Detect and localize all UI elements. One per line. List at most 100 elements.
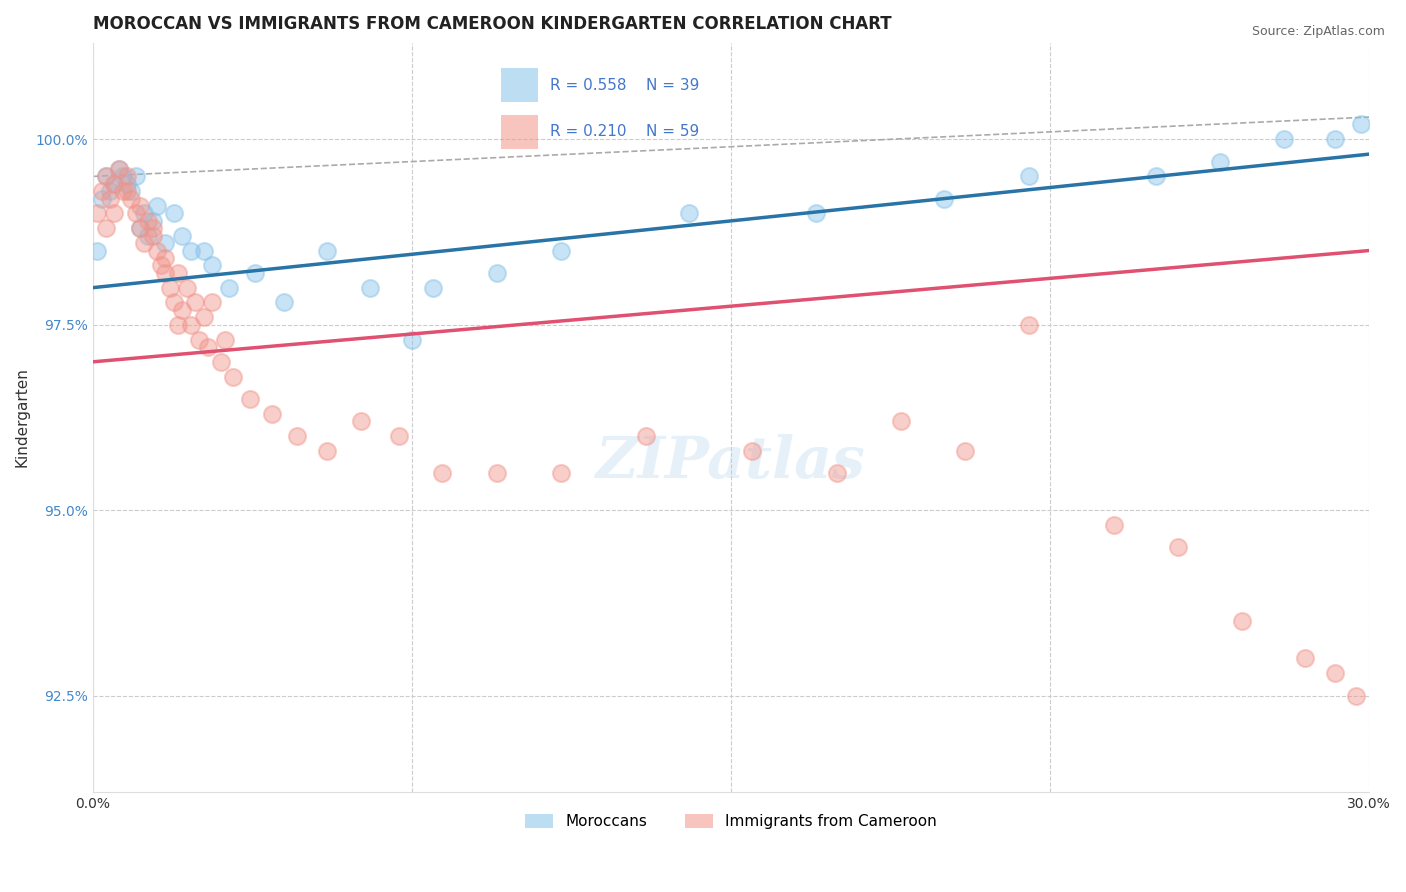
Point	[163, 206, 186, 220]
Point	[827, 466, 849, 480]
Point	[180, 318, 202, 332]
Point	[634, 429, 657, 443]
Point	[1018, 318, 1040, 332]
Point	[132, 206, 155, 220]
Point	[150, 259, 173, 273]
Point	[142, 214, 165, 228]
Point	[1350, 118, 1372, 132]
Point	[1324, 132, 1347, 146]
Point	[124, 206, 146, 220]
Point	[107, 161, 129, 176]
Text: Source: ZipAtlas.com: Source: ZipAtlas.com	[1251, 25, 1385, 38]
Point	[1209, 154, 1232, 169]
Point	[98, 192, 121, 206]
Point	[932, 192, 955, 206]
Point	[422, 280, 444, 294]
Point	[167, 318, 190, 332]
Point	[128, 221, 150, 235]
Point	[86, 206, 108, 220]
Point	[197, 340, 219, 354]
Point	[132, 236, 155, 251]
Point	[155, 251, 177, 265]
Point	[111, 169, 134, 184]
Point	[486, 266, 509, 280]
Point	[218, 280, 240, 294]
Point	[273, 295, 295, 310]
Point	[1167, 540, 1189, 554]
Point	[209, 355, 232, 369]
Point	[1102, 518, 1125, 533]
Point	[103, 206, 125, 220]
Point	[550, 466, 572, 480]
Text: MOROCCAN VS IMMIGRANTS FROM CAMEROON KINDERGARTEN CORRELATION CHART: MOROCCAN VS IMMIGRANTS FROM CAMEROON KIN…	[93, 15, 891, 33]
Point	[1146, 169, 1168, 184]
Point	[146, 244, 169, 258]
Point	[316, 244, 339, 258]
Point	[193, 244, 215, 258]
Point	[486, 466, 509, 480]
Point	[260, 407, 283, 421]
Point	[1272, 132, 1295, 146]
Point	[1324, 666, 1347, 681]
Point	[176, 280, 198, 294]
Point	[90, 184, 112, 198]
Point	[172, 228, 194, 243]
Point	[430, 466, 453, 480]
Point	[180, 244, 202, 258]
Point	[120, 192, 142, 206]
Point	[550, 244, 572, 258]
Point	[167, 266, 190, 280]
Point	[222, 369, 245, 384]
Point	[184, 295, 207, 310]
Point	[401, 333, 423, 347]
Point	[94, 169, 117, 184]
Point	[124, 169, 146, 184]
Text: ZIPatlas: ZIPatlas	[596, 434, 866, 491]
Point	[953, 443, 976, 458]
Point	[388, 429, 411, 443]
Point	[201, 259, 224, 273]
Point	[193, 310, 215, 325]
Point	[94, 221, 117, 235]
Point	[90, 192, 112, 206]
Point	[172, 302, 194, 317]
Point	[678, 206, 700, 220]
Point	[741, 443, 763, 458]
Point	[107, 161, 129, 176]
Point	[316, 443, 339, 458]
Point	[188, 333, 211, 347]
Point	[111, 184, 134, 198]
Y-axis label: Kindergarten: Kindergarten	[15, 368, 30, 467]
Point	[155, 236, 177, 251]
Point	[350, 414, 373, 428]
Point	[103, 177, 125, 191]
Point	[214, 333, 236, 347]
Point	[138, 214, 160, 228]
Point	[155, 266, 177, 280]
Point	[163, 295, 186, 310]
Point	[142, 228, 165, 243]
Point	[159, 280, 181, 294]
Point	[1346, 689, 1368, 703]
Point	[103, 177, 125, 191]
Point	[804, 206, 827, 220]
Point	[128, 221, 150, 235]
Point	[94, 169, 117, 184]
Point	[285, 429, 308, 443]
Point	[146, 199, 169, 213]
Point	[115, 169, 138, 184]
Point	[138, 228, 160, 243]
Point	[86, 244, 108, 258]
Point	[243, 266, 266, 280]
Point	[359, 280, 381, 294]
Point	[890, 414, 912, 428]
Point	[120, 184, 142, 198]
Point	[128, 199, 150, 213]
Point	[1230, 615, 1253, 629]
Point	[98, 184, 121, 198]
Point	[115, 184, 138, 198]
Point	[142, 221, 165, 235]
Point	[1294, 651, 1316, 665]
Point	[115, 177, 138, 191]
Point	[201, 295, 224, 310]
